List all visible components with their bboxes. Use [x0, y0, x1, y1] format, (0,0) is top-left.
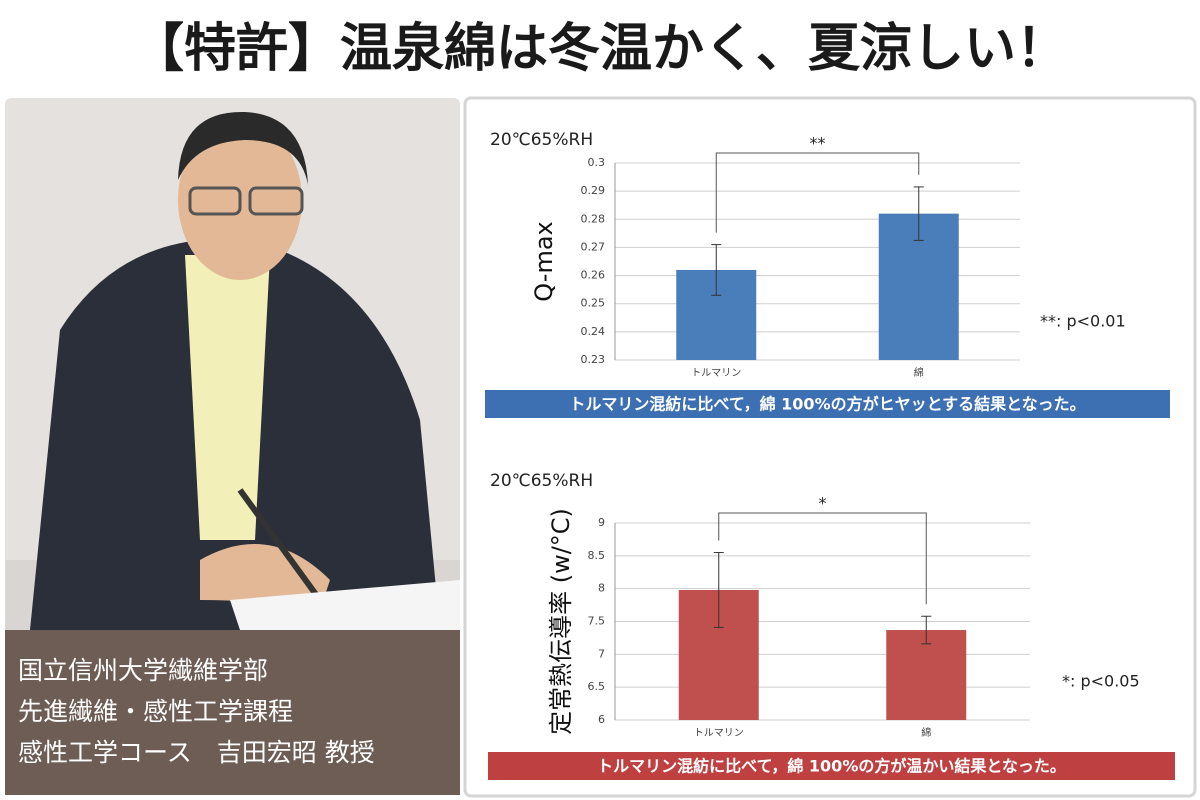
y-tick-label: 7 — [598, 647, 605, 660]
caption-box — [485, 390, 1170, 418]
y-tick-label: 0.24 — [581, 325, 606, 338]
x-tick-label: 綿 — [914, 366, 924, 379]
y-tick-label: 0.29 — [581, 184, 606, 197]
bar — [886, 630, 967, 720]
significance-mark: ** — [810, 134, 826, 153]
y-tick-label: 0.23 — [581, 353, 606, 366]
x-tick-label: 綿 — [921, 726, 931, 739]
caption: トルマリン混紡に比べて，綿 100%の方がヒヤッとする結果となった。 — [569, 395, 1085, 414]
caption: トルマリン混紡に比べて，綿 100%の方が温かい結果となった。 — [597, 757, 1066, 776]
y-tick-label: 0.3 — [588, 156, 606, 169]
profile-line: 国立信州大学繊維学部 — [18, 656, 268, 685]
significance-mark: * — [819, 494, 827, 513]
y-tick-label: 6.5 — [588, 680, 606, 693]
y-tick-label: 8.5 — [588, 549, 606, 562]
y-tick-label: 8 — [598, 582, 605, 595]
x-tick-label: トルマリン — [694, 728, 744, 739]
y-tick-label: 0.27 — [581, 240, 606, 253]
profile-box — [5, 630, 460, 795]
significance-bracket — [715, 152, 920, 233]
y-axis-label: Q-max — [530, 221, 558, 302]
y-tick-label: 0.28 — [581, 212, 606, 225]
profile-line: 感性工学コース 吉田宏昭 教授 — [18, 738, 375, 767]
page-title: 【特許】温泉綿は冬温かく、夏涼しい！ — [132, 19, 1068, 79]
photo — [5, 98, 460, 633]
y-tick-label: 9 — [598, 516, 605, 529]
significance-note: *: p<0.05 — [1062, 672, 1140, 691]
y-tick-label: 0.25 — [581, 297, 606, 310]
profile-line: 先進繊維・感性工学課程 — [18, 697, 293, 726]
y-tick-label: 7.5 — [588, 615, 606, 628]
significance-bracket — [718, 512, 927, 605]
y-tick-label: 0.26 — [581, 269, 606, 282]
significance-note: **: p<0.01 — [1040, 312, 1126, 331]
y-axis-label: 定常熱伝導率 (w/°C) — [547, 508, 575, 735]
caption-box — [488, 752, 1175, 780]
x-tick-label: トルマリン — [691, 368, 741, 379]
condition-label: 20℃65%RH — [490, 130, 593, 150]
condition-label: 20℃65%RH — [490, 471, 593, 491]
y-tick-label: 6 — [598, 713, 605, 726]
